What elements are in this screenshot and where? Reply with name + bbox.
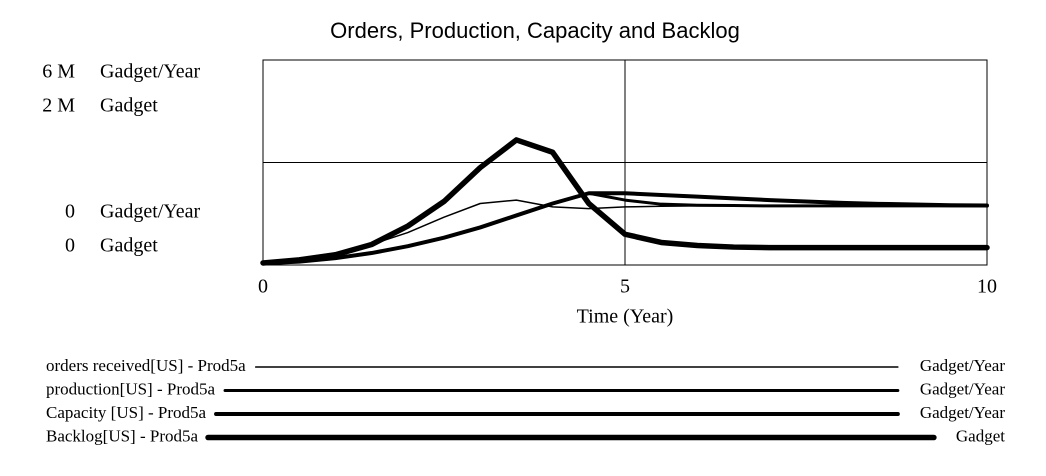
legend-unit: Gadget/Year (920, 403, 1005, 422)
y-tick-label: 0 (65, 235, 75, 257)
legend-unit: Gadget (956, 426, 1005, 445)
legend-unit: Gadget/Year (920, 379, 1005, 398)
legend-label: Backlog[US] - Prod5a (46, 426, 198, 445)
chart-title: Orders, Production, Capacity and Backlog (330, 18, 740, 43)
series-line (261, 191, 989, 266)
legend-label: Capacity [US] - Prod5a (46, 403, 207, 422)
legend-unit: Gadget/Year (920, 356, 1005, 375)
legend-label: orders received[US] - Prod5a (46, 356, 246, 375)
y-unit-label: Gadget (100, 95, 158, 117)
y-tick-label: 2 M (42, 95, 75, 117)
y-unit-label: Gadget/Year (100, 61, 201, 83)
series-line (260, 137, 990, 266)
x-axis-label: Time (Year) (577, 306, 674, 328)
y-unit-label: Gadget (100, 235, 158, 257)
y-tick-label: 0 (65, 201, 75, 223)
y-tick-label: 6 M (42, 61, 75, 83)
legend-label: production[US] - Prod5a (46, 379, 215, 398)
x-tick-label: 10 (977, 276, 997, 298)
x-tick-label: 5 (620, 276, 630, 298)
x-tick-label: 0 (258, 276, 268, 298)
y-unit-label: Gadget/Year (100, 201, 201, 223)
